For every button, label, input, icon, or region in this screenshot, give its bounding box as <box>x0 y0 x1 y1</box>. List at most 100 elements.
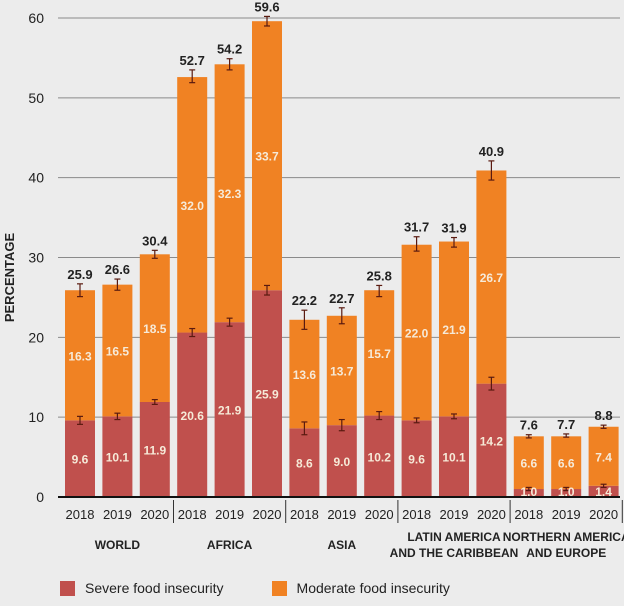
bar-severe <box>326 425 357 497</box>
severe-value-label: 21.9 <box>218 404 242 418</box>
bar-moderate <box>326 315 357 426</box>
legend: Severe food insecurity Moderate food ins… <box>60 580 450 596</box>
x-tick-year: 2020 <box>365 507 394 522</box>
moderate-value-label: 15.7 <box>368 347 392 361</box>
moderate-value-label: 13.7 <box>330 364 354 378</box>
bar-severe <box>289 428 320 497</box>
moderate-value-label: 7.4 <box>595 450 612 464</box>
x-tick-year: 2018 <box>66 507 95 522</box>
bar-severe <box>439 416 469 497</box>
bar-moderate <box>177 77 208 333</box>
x-tick-year: 2018 <box>402 507 431 522</box>
x-tick-year: 2019 <box>440 507 469 522</box>
error-bar-severe <box>77 415 83 425</box>
x-tick-year: 2020 <box>477 507 506 522</box>
moderate-value-label: 32.3 <box>218 187 242 201</box>
y-tick-label: 30 <box>28 250 44 266</box>
severe-value-label: 14.2 <box>480 434 504 448</box>
error-bar-total <box>264 15 270 27</box>
moderate-value-label: 21.9 <box>442 323 466 337</box>
moderate-value-label: 32.0 <box>181 199 205 213</box>
legend-item-severe: Severe food insecurity <box>60 580 224 596</box>
bar-moderate <box>102 284 133 417</box>
legend-label-moderate: Moderate food insecurity <box>296 580 450 596</box>
severe-value-label: 10.2 <box>368 450 392 464</box>
bar-severe <box>551 489 582 497</box>
error-bar-severe <box>525 486 532 492</box>
bar-severe <box>139 401 170 497</box>
error-bar-severe <box>600 483 607 489</box>
moderate-value-label: 13.6 <box>293 368 317 382</box>
moderate-value-label: 22.0 <box>405 327 429 341</box>
x-tick-year: 2020 <box>140 507 169 522</box>
bar-moderate <box>476 170 507 384</box>
error-bar-total <box>338 307 345 325</box>
group-label: AND EUROPE <box>526 546 606 560</box>
moderate-value-label: 6.6 <box>520 457 537 471</box>
bar-moderate <box>364 290 395 416</box>
y-tick-label: 0 <box>36 489 44 505</box>
error-bar-severe <box>114 412 121 421</box>
total-label: 30.4 <box>142 233 168 248</box>
total-label: 7.7 <box>557 417 575 432</box>
bar-moderate <box>588 426 619 486</box>
x-tick-year: 2019 <box>327 507 356 522</box>
bar-severe <box>65 420 95 497</box>
bar-moderate <box>513 436 544 490</box>
group-label: AND THE CARIBBEAN <box>390 546 519 560</box>
severe-value-label: 9.6 <box>408 453 425 467</box>
error-bar-severe <box>488 376 495 391</box>
bar-moderate <box>139 254 170 402</box>
bar-moderate <box>289 319 320 429</box>
error-bar-severe <box>413 417 420 424</box>
total-label: 7.6 <box>520 418 538 433</box>
total-label: 31.7 <box>404 220 429 235</box>
x-tick-year: 2019 <box>103 507 132 522</box>
group-label: NORTHERN AMERICA <box>503 530 624 544</box>
x-tick-year: 2019 <box>215 507 244 522</box>
group-label: AFRICA <box>207 538 253 552</box>
y-axis-label: PERCENTAGE <box>2 233 17 323</box>
y-tick-label: 60 <box>28 10 44 26</box>
group-label: WORLD <box>95 538 141 552</box>
bar-moderate <box>401 244 432 421</box>
legend-swatch-severe <box>60 580 75 596</box>
severe-value-label: 10.1 <box>442 451 466 465</box>
error-bar-total <box>301 309 308 330</box>
error-bar-total <box>600 424 607 429</box>
severe-value-label: 1.0 <box>520 485 537 499</box>
error-bar-severe <box>264 284 270 296</box>
error-bar-severe <box>451 413 457 420</box>
legend-item-moderate: Moderate food insecurity <box>271 580 450 596</box>
error-bar-total <box>413 236 420 252</box>
error-bar-total <box>189 69 196 84</box>
total-label: 54.2 <box>217 42 242 57</box>
bar-moderate <box>551 436 582 490</box>
error-bar-severe <box>338 418 345 432</box>
x-tick-year: 2020 <box>589 507 618 522</box>
x-tick-year: 2018 <box>514 507 543 522</box>
group-label: ASIA <box>327 538 356 552</box>
error-bar-severe <box>189 327 196 338</box>
x-tick-year: 2018 <box>290 507 319 522</box>
bar-severe <box>476 383 507 497</box>
error-bar-severe <box>376 410 383 421</box>
error-bar-total <box>114 278 121 291</box>
bar-severe <box>102 416 133 497</box>
y-tick-label: 50 <box>28 90 44 106</box>
total-label: 25.8 <box>367 268 392 283</box>
y-tick-label: 40 <box>28 170 44 186</box>
total-label: 59.6 <box>254 0 279 14</box>
legend-swatch-moderate <box>271 580 287 596</box>
total-label: 40.9 <box>479 144 504 159</box>
bar-severe <box>177 332 208 497</box>
error-bar-total <box>451 236 457 248</box>
severe-value-label: 20.6 <box>181 409 205 423</box>
moderate-value-label: 33.7 <box>255 150 279 164</box>
total-label: 52.7 <box>180 53 205 68</box>
error-bar-total <box>376 284 383 298</box>
error-bar-total <box>151 249 158 259</box>
bar-severe <box>364 415 395 497</box>
bar-severe <box>214 322 245 497</box>
moderate-value-label: 16.5 <box>106 345 130 359</box>
